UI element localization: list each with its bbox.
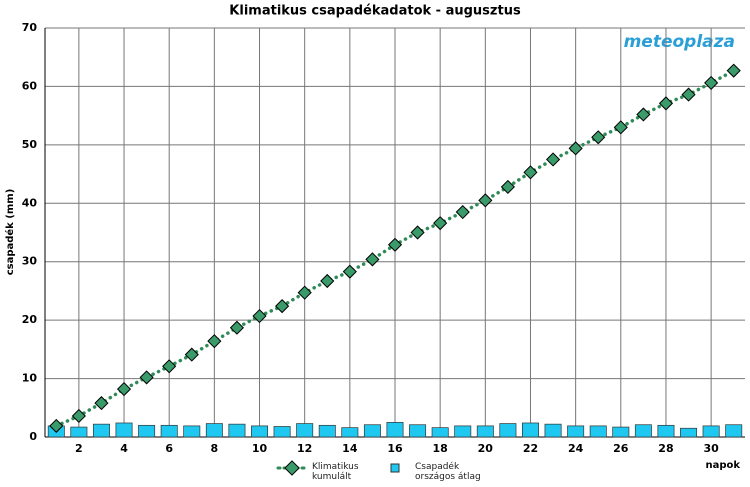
bar [341,427,359,438]
marker [568,141,583,156]
legend-marker-swatch [284,460,300,476]
marker [704,75,719,90]
marker [49,418,64,433]
marker [252,308,267,324]
bar [522,422,539,438]
marker [387,237,403,252]
y-tick-label: 40 [22,196,38,209]
marker [591,130,606,145]
bar [160,424,178,438]
x-tick-label: 4 [120,442,128,455]
marker [478,193,493,208]
y-tick-label: 50 [22,138,38,151]
bar [205,423,223,438]
marker [94,396,109,411]
bar [92,423,110,438]
marker [71,408,86,424]
marker [613,120,628,135]
bar [273,426,291,438]
marker [116,382,132,397]
legend-label: Csapadék országos átlag [415,462,481,482]
marker [207,334,222,349]
y-tick-label: 0 [29,430,37,443]
x-tick-label: 22 [523,442,538,455]
y-tick-label: 30 [22,255,38,268]
bar [657,424,675,438]
bar [115,422,133,438]
bar [251,425,268,438]
y-tick-label: 60 [22,79,38,92]
x-tick-label: 28 [658,442,673,455]
marker [658,96,674,111]
bar [183,425,201,438]
marker [297,285,312,300]
marker [320,273,335,289]
marker [433,216,448,231]
y-axis-label: csapadék (mm) [4,189,16,276]
x-tick-label: 26 [613,442,629,455]
marker [636,107,651,122]
bar [476,425,494,438]
marker [500,179,515,194]
bar [589,425,607,438]
bar [228,423,246,438]
x-tick-label: 18 [433,442,448,455]
x-tick-label: 8 [211,442,219,455]
marker [162,359,177,374]
bar [363,424,381,438]
y-tick-label: 70 [22,21,38,34]
bar [725,424,743,438]
bar [318,424,336,438]
bar [680,427,698,438]
marker [275,299,290,314]
bar [70,426,88,438]
x-tick-label: 16 [387,442,403,455]
x-tick-label: 14 [342,442,358,455]
logo: meteoplaza [624,32,735,52]
marker [365,252,380,267]
x-tick-label: 6 [165,442,173,455]
x-tick-label: 24 [568,442,584,455]
bar [138,424,156,438]
y-tick-label: 20 [22,313,38,326]
marker [410,225,425,240]
x-axis-label: napok [705,460,740,471]
bar [544,423,562,438]
marker [342,264,357,279]
bar [409,424,427,438]
chart-title: Klimatikus csapadékadatok - augusztus [229,4,521,19]
bar [702,425,720,438]
x-tick-label: 2 [75,442,83,455]
marker [545,152,561,167]
bar [499,423,517,438]
marker [523,165,538,180]
marker [455,204,470,220]
marker [229,320,245,335]
marker [681,87,696,102]
x-tick-label: 20 [478,442,494,455]
bar [386,422,404,438]
x-tick-label: 10 [252,442,268,455]
marker [726,63,741,78]
x-tick-label: 30 [703,442,719,455]
x-tick-label: 12 [297,442,312,455]
marker [184,347,199,362]
bar [296,423,314,438]
y-tick-label: 10 [22,372,38,385]
legend-bar-swatch [390,463,400,473]
bar [454,425,472,438]
marker [139,370,154,385]
bar [431,427,449,438]
bar [612,426,630,438]
legend-label: Klimatikus kumulált [312,462,359,482]
bar [634,424,652,438]
bar [567,425,585,438]
